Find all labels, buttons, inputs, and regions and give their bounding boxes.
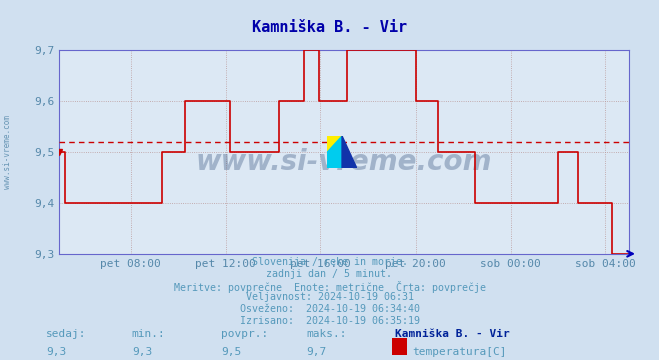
Text: 9,3: 9,3 bbox=[46, 347, 67, 357]
Text: Kamniška B. - Vir: Kamniška B. - Vir bbox=[395, 329, 510, 339]
Text: Slovenija / reke in morje.: Slovenija / reke in morje. bbox=[252, 257, 407, 267]
Text: povpr.:: povpr.: bbox=[221, 329, 268, 339]
Text: Osveženo:  2024-10-19 06:34:40: Osveženo: 2024-10-19 06:34:40 bbox=[239, 304, 420, 314]
Text: sedaj:: sedaj: bbox=[46, 329, 86, 339]
Text: temperatura[C]: temperatura[C] bbox=[412, 347, 506, 357]
Text: Meritve: povprečne  Enote: metrične  Črta: povprečje: Meritve: povprečne Enote: metrične Črta:… bbox=[173, 281, 486, 293]
Text: maks.:: maks.: bbox=[306, 329, 347, 339]
Text: 9,5: 9,5 bbox=[221, 347, 241, 357]
Polygon shape bbox=[328, 136, 342, 152]
Text: 9,3: 9,3 bbox=[132, 347, 152, 357]
Text: Veljavnost: 2024-10-19 06:31: Veljavnost: 2024-10-19 06:31 bbox=[246, 292, 413, 302]
Text: 9,7: 9,7 bbox=[306, 347, 327, 357]
Text: www.si-vreme.com: www.si-vreme.com bbox=[3, 115, 13, 189]
Text: www.si-vreme.com: www.si-vreme.com bbox=[196, 148, 492, 176]
Text: Kamniška B. - Vir: Kamniška B. - Vir bbox=[252, 20, 407, 35]
Text: zadnji dan / 5 minut.: zadnji dan / 5 minut. bbox=[266, 269, 393, 279]
Text: Izrisano:  2024-10-19 06:35:19: Izrisano: 2024-10-19 06:35:19 bbox=[239, 316, 420, 326]
Polygon shape bbox=[328, 136, 342, 168]
Text: min.:: min.: bbox=[132, 329, 165, 339]
Polygon shape bbox=[342, 136, 357, 168]
